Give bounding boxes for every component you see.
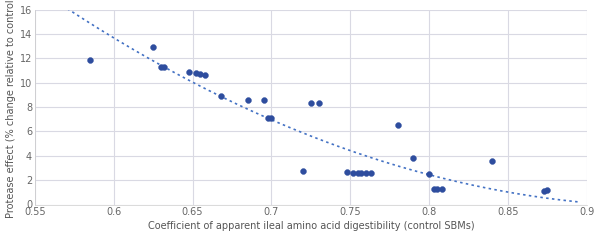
Point <box>266 116 276 120</box>
Point <box>200 73 210 77</box>
Point <box>156 65 166 69</box>
Point <box>349 171 358 175</box>
Point <box>191 71 200 75</box>
Point <box>298 169 308 173</box>
Point <box>314 101 323 105</box>
Point <box>343 170 352 173</box>
Point <box>366 172 376 175</box>
Point <box>429 187 439 191</box>
Point <box>185 70 194 74</box>
Point <box>148 46 158 49</box>
Point <box>361 171 371 175</box>
Point <box>542 189 552 192</box>
Point <box>409 156 418 160</box>
Point <box>259 98 268 102</box>
Point <box>356 171 366 175</box>
Point <box>196 72 205 76</box>
X-axis label: Coefficient of apparent ileal amino acid digestibility (control SBMs): Coefficient of apparent ileal amino acid… <box>148 221 474 232</box>
Point <box>393 123 403 127</box>
Point <box>85 58 95 61</box>
Point <box>432 187 442 191</box>
Point <box>216 94 226 98</box>
Point <box>437 187 446 191</box>
Point <box>539 189 549 193</box>
Point <box>353 171 363 175</box>
Point <box>487 159 497 163</box>
Point <box>263 116 273 120</box>
Point <box>306 101 316 105</box>
Point <box>424 172 434 176</box>
Point <box>243 98 253 102</box>
Point <box>160 65 169 69</box>
Y-axis label: Protease effect (% change relative to control): Protease effect (% change relative to co… <box>5 0 16 218</box>
